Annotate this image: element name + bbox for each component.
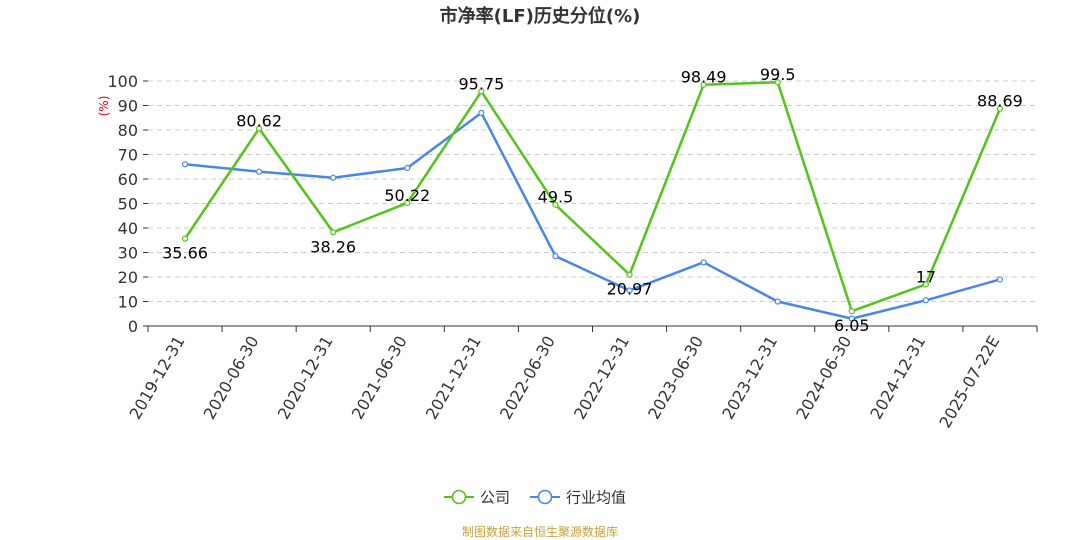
legend-item[interactable]: 行业均值 bbox=[530, 489, 626, 507]
data-point bbox=[996, 276, 1004, 283]
series-line bbox=[184, 80, 1002, 313]
x-tick-label: 2025-07-22E bbox=[935, 332, 1003, 431]
data-point bbox=[626, 271, 633, 278]
data-point bbox=[922, 281, 929, 288]
data-point bbox=[626, 287, 633, 294]
x-tick-label: 2024-12-31 bbox=[866, 333, 929, 423]
data-point bbox=[700, 259, 707, 266]
data-point bbox=[330, 229, 337, 236]
y-tick-label: 20 bbox=[118, 268, 138, 287]
data-point bbox=[848, 308, 855, 315]
data-point bbox=[181, 235, 189, 242]
data-point bbox=[774, 79, 781, 86]
source-note: 制图数据来自恒生聚源数据库 bbox=[462, 524, 618, 539]
x-tick-label: 2022-12-31 bbox=[570, 333, 633, 423]
x-tick-label: 2021-12-31 bbox=[422, 333, 485, 423]
data-point bbox=[700, 81, 707, 88]
data-label: 99.5 bbox=[760, 65, 796, 84]
x-tick-label: 2019-12-31 bbox=[126, 333, 189, 423]
data-label: 50.22 bbox=[384, 186, 430, 205]
data-point bbox=[848, 315, 855, 322]
data-label: 17 bbox=[916, 267, 936, 286]
y-axis-ticks: 0 10 20 30 40 50 60 70 80 90 100 bbox=[107, 72, 148, 336]
data-point bbox=[256, 125, 263, 132]
data-label: 6.05 bbox=[834, 316, 870, 335]
legend-label: 行业均值 bbox=[566, 489, 626, 507]
x-tick-label: 2020-06-30 bbox=[200, 333, 263, 423]
y-tick-label: 100 bbox=[107, 72, 138, 91]
legend-item[interactable]: 公司 bbox=[444, 489, 510, 507]
x-tick-label: 2024-06-30 bbox=[792, 333, 855, 423]
data-point bbox=[330, 174, 337, 181]
data-point bbox=[922, 297, 929, 304]
data-label: 35.66 bbox=[162, 244, 208, 263]
data-point bbox=[552, 253, 559, 260]
y-tick-label: 70 bbox=[118, 146, 138, 165]
data-label: 95.75 bbox=[458, 74, 504, 93]
y-tick-label: 50 bbox=[118, 195, 138, 214]
y-axis-label: (%) bbox=[97, 96, 111, 117]
data-point bbox=[404, 164, 411, 172]
data-labels: 35.66 80.62 38.26 50.22 95.75 49.5 20.97 98.49 9… bbox=[162, 65, 1023, 335]
data-label: 98.49 bbox=[681, 68, 727, 87]
y-tick-label: 40 bbox=[118, 219, 138, 238]
series-line bbox=[184, 111, 1001, 320]
x-axis bbox=[147, 325, 1038, 332]
x-tick-label: 2020-12-31 bbox=[274, 333, 337, 423]
y-tick-label: 90 bbox=[118, 97, 138, 116]
data-label: 80.62 bbox=[236, 111, 282, 130]
data-point bbox=[181, 161, 189, 168]
y-tick-label: 10 bbox=[118, 293, 138, 312]
y-tick-label: 80 bbox=[118, 121, 138, 140]
x-tick-label: 2023-12-31 bbox=[718, 333, 781, 423]
y-tick-label: 0 bbox=[128, 317, 138, 336]
legend-label: 公司 bbox=[480, 489, 510, 507]
data-point bbox=[256, 168, 263, 175]
x-tick-label: 2023-06-30 bbox=[644, 333, 707, 423]
legend-circle-icon bbox=[451, 489, 467, 505]
y-tick-label: 60 bbox=[118, 170, 138, 189]
legend[interactable]: 公司 行业均值 bbox=[444, 489, 626, 507]
data-point bbox=[552, 201, 559, 208]
x-tick-label: 2021-06-30 bbox=[348, 333, 411, 423]
data-point bbox=[404, 199, 411, 207]
data-point bbox=[478, 109, 485, 116]
legend-circle-icon bbox=[537, 489, 553, 505]
data-point bbox=[478, 88, 485, 95]
data-label: 88.69 bbox=[977, 92, 1023, 111]
data-point bbox=[774, 298, 781, 305]
y-tick-label: 30 bbox=[118, 244, 138, 263]
series-layer bbox=[181, 79, 1004, 322]
x-axis-ticks: 2019-12-31 2020-06-30 2020-12-31 2021-06-30… bbox=[126, 332, 1004, 431]
data-point bbox=[996, 105, 1004, 112]
data-label: 49.5 bbox=[538, 188, 574, 207]
data-label: 20.97 bbox=[607, 280, 653, 299]
data-label: 38.26 bbox=[310, 237, 356, 256]
x-tick-label: 2022-06-30 bbox=[496, 333, 559, 423]
chart-title: 市净率(LF)历史分位(%) bbox=[440, 5, 641, 27]
